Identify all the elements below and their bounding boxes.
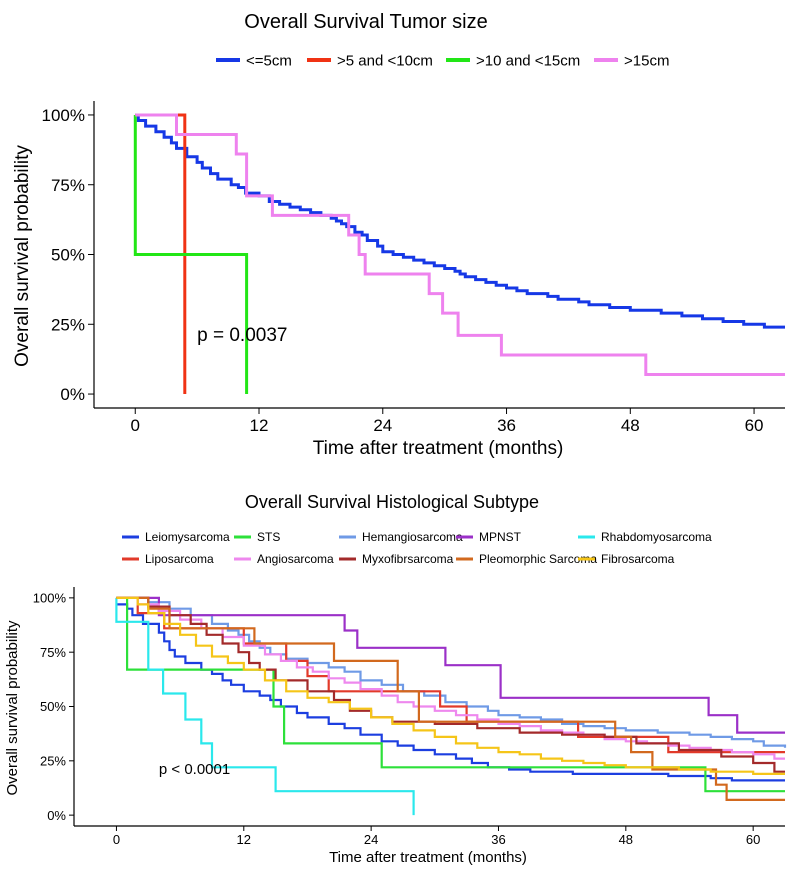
legend-label: >10 and <15cm	[476, 52, 580, 69]
series-line-mpnst	[116, 596, 785, 734]
legend-label: >15cm	[624, 52, 669, 69]
y-tick-label: 25%	[51, 315, 85, 334]
legend-label: Pleomorphic Sarcoma	[479, 552, 597, 566]
series-line-angiosarcoma	[116, 596, 785, 760]
legend-item-pleomorphic-sarcoma: Pleomorphic Sarcoma	[456, 552, 597, 566]
legend-item-myxofibrsarcoma: Myxofibrsarcoma	[339, 552, 454, 566]
legend-label: Myxofibrsarcoma	[362, 552, 454, 566]
legend-item-5cm: <=5cm	[216, 52, 292, 69]
legend: <=5cm >5 and <10cm >10 and <15cm >15cm	[216, 52, 669, 69]
p-value-annotation: p < 0.0001	[159, 761, 230, 778]
legend-label: MPNST	[479, 530, 522, 544]
legend-item-rhabdomyosarcoma: Rhabdomyosarcoma	[578, 530, 712, 544]
x-tick-label: 48	[621, 416, 640, 435]
plot-area: 0 12 24 36 48 60 0% 25% 50% 75% 100% p = 0.0037	[42, 101, 785, 435]
y-tick-label: 100%	[42, 106, 85, 125]
legend-label: Hemangiosarcoma	[362, 530, 463, 544]
plot-area: 0 12 24 36 48 60 0% 25% 50% 75% 100% p < 0.0001	[33, 587, 787, 847]
legend-label: <=5cm	[246, 52, 292, 69]
chart-title: Overall Survival Tumor size	[244, 11, 487, 33]
p-value-annotation: p = 0.0037	[197, 325, 287, 346]
series-line-10-and-15cm	[133, 115, 249, 394]
legend-label: Angiosarcoma	[257, 552, 334, 566]
legend-item-sts: STS	[234, 530, 280, 544]
y-tick-label: 0%	[60, 385, 85, 404]
x-tick-label: 0	[131, 416, 140, 435]
legend-item-fibrosarcoma: Fibrosarcoma	[578, 552, 675, 566]
y-axis-label: Overall survival probability	[4, 620, 21, 796]
x-tick-label: 36	[497, 416, 516, 435]
series-line-fibrosarcoma	[116, 596, 785, 775]
x-tick-label: 24	[373, 416, 392, 435]
x-tick-label: 36	[491, 832, 505, 847]
x-tick-label: 12	[250, 416, 269, 435]
x-tick-label: 60	[745, 416, 764, 435]
legend-item-5-and-10cm: >5 and <10cm	[307, 52, 433, 69]
legend: Leiomysarcoma STS Hemangiosarcoma MPNST Rhab…	[122, 530, 712, 566]
legend-item-hemangiosarcoma: Hemangiosarcoma	[339, 530, 463, 544]
x-axis-label: Time after treatment (months)	[313, 438, 564, 459]
legend-label: STS	[257, 530, 280, 544]
y-axis-label: Overall survival probability	[12, 145, 33, 367]
legend-item-angiosarcoma: Angiosarcoma	[234, 552, 334, 566]
legend-item-liposarcoma: Liposarcoma	[122, 552, 214, 566]
legend-label: Fibrosarcoma	[601, 552, 675, 566]
y-tick-label: 50%	[51, 246, 85, 265]
series-line-rhabdomyosarcoma	[115, 597, 415, 816]
series-line-5cm	[135, 113, 785, 329]
legend-label: >5 and <10cm	[337, 52, 433, 69]
x-tick-label: 0	[113, 832, 120, 847]
series-line-myxofibrsarcoma	[116, 596, 785, 773]
series-line-hemangiosarcoma	[116, 596, 787, 748]
y-tick-label: 25%	[40, 753, 66, 768]
series-line-pleomorphic-sarcoma	[116, 596, 785, 801]
chart-histological-subtype: Overall Survival Histological Subtype Le…	[4, 492, 787, 866]
legend-item-10-and-15cm: >10 and <15cm	[446, 52, 580, 69]
legend-item-15cm: >15cm	[594, 52, 669, 69]
y-tick-label: 50%	[40, 699, 66, 714]
x-tick-label: 24	[364, 832, 378, 847]
legend-label: Leiomysarcoma	[145, 530, 230, 544]
series-line-leiomysarcoma	[116, 603, 785, 782]
y-tick-label: 0%	[47, 808, 66, 823]
series-line-sts	[116, 596, 785, 793]
y-tick-label: 75%	[40, 645, 66, 660]
x-tick-label: 48	[619, 832, 633, 847]
legend-item-mpnst: MPNST	[456, 530, 522, 544]
legend-item-leiomysarcoma: Leiomysarcoma	[122, 530, 230, 544]
legend-label: Liposarcoma	[145, 552, 214, 566]
y-tick-label: 75%	[51, 176, 85, 195]
chart-title: Overall Survival Histological Subtype	[245, 492, 539, 512]
legend-label: Rhabdomyosarcoma	[601, 530, 712, 544]
x-tick-label: 12	[237, 832, 251, 847]
x-tick-label: 60	[746, 832, 760, 847]
x-axis-label: Time after treatment (months)	[329, 849, 527, 866]
y-tick-label: 100%	[33, 591, 67, 606]
series-line-15cm	[135, 113, 785, 376]
chart-tumor-size: Overall Survival Tumor size <=5cm >5 and …	[12, 11, 785, 459]
